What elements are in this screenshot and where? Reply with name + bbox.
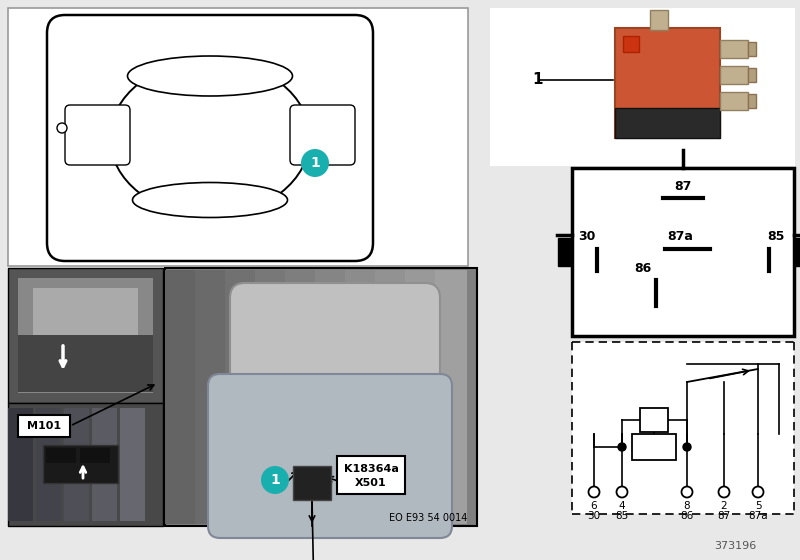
Text: EO E93 54 0014: EO E93 54 0014 <box>389 513 467 523</box>
Bar <box>255 270 287 524</box>
Bar <box>46 448 76 463</box>
Text: 85: 85 <box>767 231 785 244</box>
Bar <box>794 238 800 266</box>
Bar <box>64 408 89 521</box>
Circle shape <box>301 149 329 177</box>
Bar <box>748 68 756 82</box>
Bar <box>8 8 468 266</box>
Text: 86: 86 <box>634 262 652 274</box>
Text: K18364a: K18364a <box>343 464 398 474</box>
Bar <box>632 434 676 460</box>
Bar <box>405 270 437 524</box>
Bar <box>572 168 794 336</box>
Bar <box>36 408 61 521</box>
Bar <box>490 8 795 166</box>
FancyBboxPatch shape <box>230 283 440 413</box>
Bar <box>615 28 720 138</box>
Bar <box>748 94 756 108</box>
Bar <box>293 466 331 500</box>
Bar <box>337 456 405 494</box>
Text: 30: 30 <box>578 231 596 244</box>
Text: 1: 1 <box>270 473 280 487</box>
Circle shape <box>261 466 289 494</box>
Bar <box>615 108 720 138</box>
Bar <box>572 342 794 514</box>
Text: 2: 2 <box>721 501 727 511</box>
Text: M101: M101 <box>27 421 61 431</box>
Text: 1: 1 <box>532 72 542 87</box>
Ellipse shape <box>133 183 287 217</box>
Ellipse shape <box>110 60 310 216</box>
Text: 4: 4 <box>618 501 626 511</box>
Bar <box>165 268 477 526</box>
Bar <box>33 288 138 383</box>
Bar <box>375 270 407 524</box>
Bar <box>8 268 163 403</box>
FancyBboxPatch shape <box>47 15 373 261</box>
Bar <box>18 335 153 392</box>
Circle shape <box>617 487 627 497</box>
Bar <box>285 270 317 524</box>
Bar <box>650 10 668 30</box>
FancyBboxPatch shape <box>65 105 130 165</box>
Bar <box>640 408 668 432</box>
Circle shape <box>682 487 693 497</box>
Circle shape <box>683 443 691 451</box>
Text: 1: 1 <box>310 156 320 170</box>
Bar <box>345 270 377 524</box>
Bar <box>43 445 118 483</box>
FancyBboxPatch shape <box>290 105 355 165</box>
Bar <box>80 448 110 463</box>
Bar <box>92 408 117 521</box>
Circle shape <box>718 487 730 497</box>
Bar <box>8 403 163 526</box>
Bar <box>165 270 197 524</box>
Circle shape <box>618 443 626 451</box>
Circle shape <box>753 487 763 497</box>
Bar <box>315 270 347 524</box>
Text: 5: 5 <box>754 501 762 511</box>
Bar <box>623 36 639 52</box>
Bar <box>18 415 70 437</box>
Bar <box>120 408 145 521</box>
Circle shape <box>57 123 67 133</box>
Text: 87: 87 <box>674 180 692 193</box>
Bar <box>720 66 748 84</box>
Bar <box>8 408 33 521</box>
Text: 8: 8 <box>684 501 690 511</box>
FancyBboxPatch shape <box>208 374 452 538</box>
Bar <box>18 278 153 393</box>
Bar <box>720 92 748 110</box>
Ellipse shape <box>127 56 293 96</box>
Text: 85: 85 <box>615 511 629 521</box>
Bar <box>748 42 756 56</box>
Bar <box>720 40 748 58</box>
Text: X501: X501 <box>355 478 387 488</box>
Text: 6: 6 <box>590 501 598 511</box>
Text: 87a: 87a <box>667 231 693 244</box>
Bar <box>225 270 257 524</box>
Text: 86: 86 <box>680 511 694 521</box>
Bar <box>558 238 572 266</box>
Bar <box>435 270 467 524</box>
Text: 30: 30 <box>587 511 601 521</box>
Bar <box>195 270 227 524</box>
Text: 87a: 87a <box>748 511 768 521</box>
Text: 373196: 373196 <box>714 541 756 551</box>
Circle shape <box>589 487 599 497</box>
Text: 87: 87 <box>718 511 730 521</box>
